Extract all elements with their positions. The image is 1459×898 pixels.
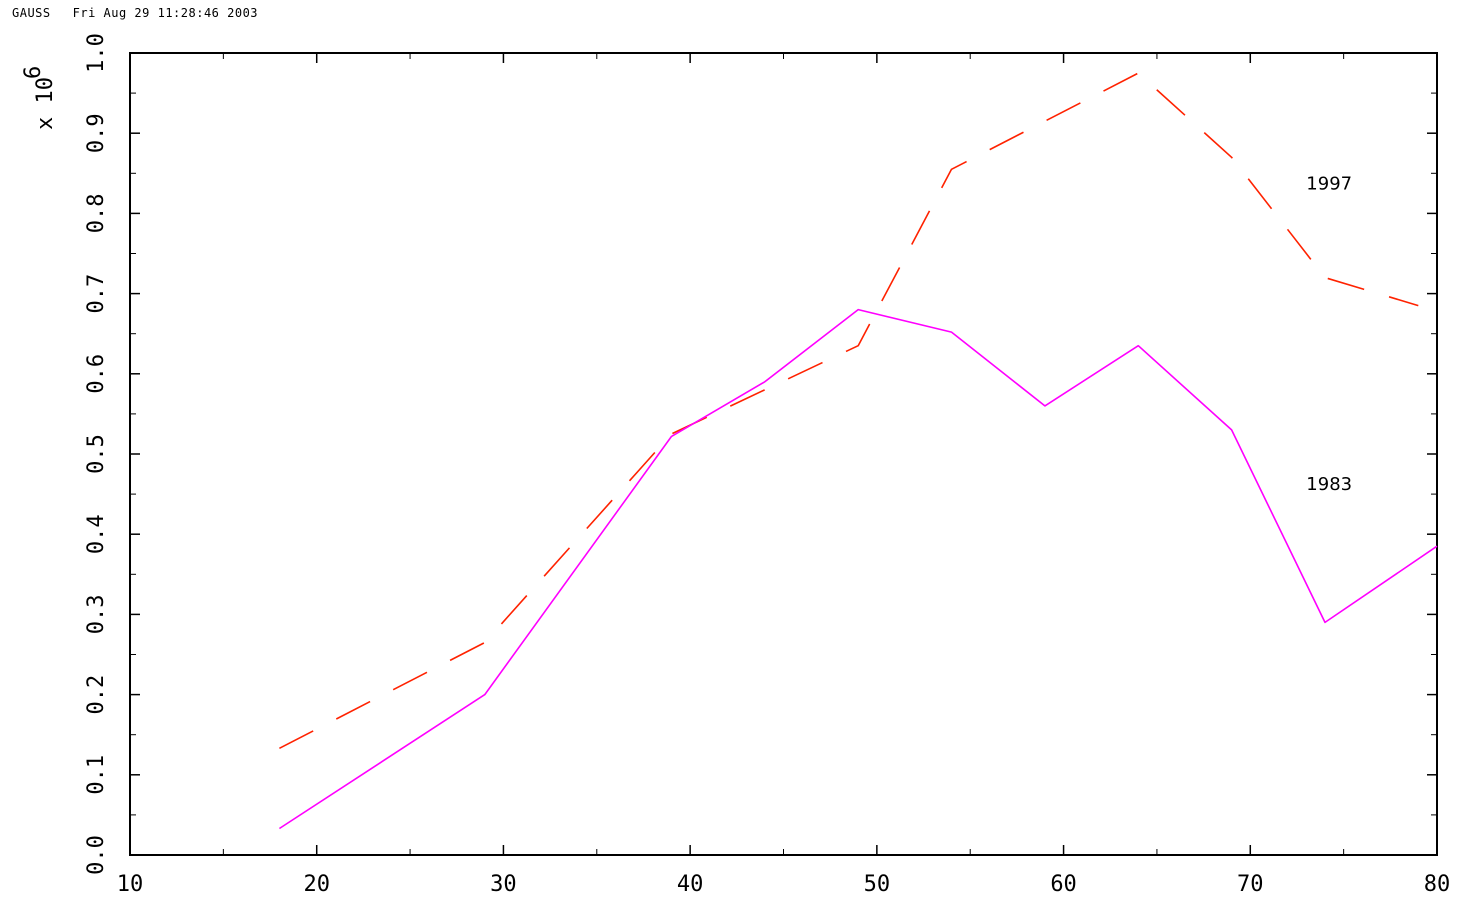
x-tick-label: 80 xyxy=(1424,872,1451,897)
plot-header: GAUSS Fri Aug 29 11:28:46 2003 xyxy=(12,6,280,20)
y-tick-label: 0.0 xyxy=(84,835,109,875)
plot-frame xyxy=(129,52,1438,856)
series-labels: 1997 1983 xyxy=(1306,173,1352,495)
y-tick-label: 0.2 xyxy=(84,675,109,715)
y-tick-label: 0.3 xyxy=(84,595,109,635)
x-tick-label: 20 xyxy=(303,872,330,897)
x-tick-label: 70 xyxy=(1237,872,1264,897)
y-tick-label: 0.9 xyxy=(84,113,109,153)
series-line-1983 xyxy=(278,308,1438,830)
plot-border xyxy=(129,52,1438,856)
y-tick-label: 0.6 xyxy=(84,354,109,394)
x-tick-label: 40 xyxy=(677,872,704,897)
y-tick-label: 0.8 xyxy=(84,194,109,234)
y-tick-label: 0.5 xyxy=(84,434,109,474)
x-tick-label: 10 xyxy=(117,872,144,897)
y-tick-label: 1.0 xyxy=(84,33,109,73)
y-axis: 0.0 0.1 0.2 0.3 0.4 0.5 0.6 0.7 0.8 0.9 1.0 xyxy=(84,33,1437,875)
series-label-1983: 1983 xyxy=(1306,474,1352,495)
y-multiplier-exponent: 6 xyxy=(21,66,46,79)
x-tick-label: 60 xyxy=(1050,872,1077,897)
y-tick-label: 0.4 xyxy=(84,514,109,554)
x-tick-label: 30 xyxy=(490,872,517,897)
x-tick-label: 50 xyxy=(864,872,891,897)
series-line-1997 xyxy=(279,72,1419,750)
y-tick-label: 0.7 xyxy=(84,274,109,314)
x-axis: 10 20 30 40 50 60 70 80 xyxy=(117,53,1451,897)
series-lines xyxy=(278,72,1438,830)
timestamp: Fri Aug 29 11:28:46 2003 xyxy=(72,6,259,20)
app-name: GAUSS xyxy=(12,6,51,20)
y-multiplier-label: x 10 6 xyxy=(21,66,58,130)
series-label-1997: 1997 xyxy=(1306,173,1352,194)
y-tick-label: 0.1 xyxy=(84,755,109,795)
y-multiplier-base: x 10 xyxy=(33,77,58,130)
